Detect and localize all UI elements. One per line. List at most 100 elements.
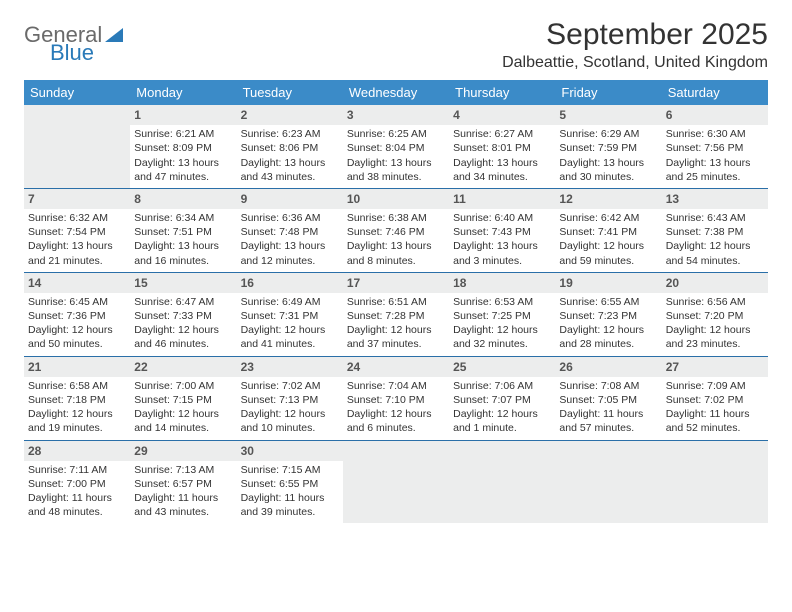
day-date: 24 [343,357,449,377]
day-sunset: Sunset: 7:05 PM [559,393,657,407]
day-sunset: Sunset: 7:41 PM [559,225,657,239]
day-sunrise: Sunrise: 6:58 AM [28,379,126,393]
day-daylight1: Daylight: 12 hours [559,323,657,337]
day-date: 4 [449,105,555,125]
day-daylight2: and 57 minutes. [559,421,657,435]
week-row: 21Sunrise: 6:58 AMSunset: 7:18 PMDayligh… [24,356,768,440]
day-daylight1: Daylight: 13 hours [347,156,445,170]
day-daylight1: Daylight: 11 hours [559,407,657,421]
day-daylight2: and 30 minutes. [559,170,657,184]
day-sunset: Sunset: 7:23 PM [559,309,657,323]
day-daylight1: Daylight: 13 hours [241,156,339,170]
day-date: 30 [237,441,343,461]
day-date: 27 [662,357,768,377]
day-daylight2: and 14 minutes. [134,421,232,435]
day-cell: 30Sunrise: 7:15 AMSunset: 6:55 PMDayligh… [237,441,343,524]
day-cell: 23Sunrise: 7:02 AMSunset: 7:13 PMDayligh… [237,357,343,440]
day-daylight2: and 46 minutes. [134,337,232,351]
day-cell: 15Sunrise: 6:47 AMSunset: 7:33 PMDayligh… [130,273,236,356]
day-sunrise: Sunrise: 6:55 AM [559,295,657,309]
day-cell: 24Sunrise: 7:04 AMSunset: 7:10 PMDayligh… [343,357,449,440]
day-date: 21 [24,357,130,377]
day-date: 15 [130,273,236,293]
day-cell: 18Sunrise: 6:53 AMSunset: 7:25 PMDayligh… [449,273,555,356]
day-sunset: Sunset: 7:10 PM [347,393,445,407]
day-daylight1: Daylight: 11 hours [28,491,126,505]
day-daylight1: Daylight: 12 hours [241,407,339,421]
day-daylight1: Daylight: 12 hours [28,323,126,337]
day-sunset: Sunset: 6:55 PM [241,477,339,491]
day-daylight1: Daylight: 13 hours [241,239,339,253]
day-daylight1: Daylight: 12 hours [28,407,126,421]
day-sunrise: Sunrise: 6:53 AM [453,295,551,309]
day-sunset: Sunset: 7:13 PM [241,393,339,407]
logo: General Blue [24,18,123,64]
day-sunrise: Sunrise: 7:09 AM [666,379,764,393]
day-daylight2: and 12 minutes. [241,254,339,268]
day-date: 3 [343,105,449,125]
day-headers-row: SundayMondayTuesdayWednesdayThursdayFrid… [24,80,768,105]
location-subtitle: Dalbeattie, Scotland, United Kingdom [502,54,768,72]
day-daylight2: and 19 minutes. [28,421,126,435]
day-daylight2: and 16 minutes. [134,254,232,268]
day-sunrise: Sunrise: 7:06 AM [453,379,551,393]
day-header: Sunday [24,80,130,105]
day-cell: 27 Sunrise: 7:09 AMSunset: 7:02 PMDayligh… [662,357,768,440]
day-date: 9 [237,189,343,209]
day-sunrise: Sunrise: 6:21 AM [134,127,232,141]
day-sunset: Sunset: 7:46 PM [347,225,445,239]
day-cell: 11Sunrise: 6:40 AMSunset: 7:43 PMDayligh… [449,189,555,272]
day-cell: 9Sunrise: 6:36 AMSunset: 7:48 PMDaylight… [237,189,343,272]
day-sunset: Sunset: 7:20 PM [666,309,764,323]
day-sunset: Sunset: 7:02 PM [666,393,764,407]
day-sunrise: Sunrise: 6:34 AM [134,211,232,225]
page-header: General Blue September 2025 Dalbeattie, … [24,18,768,72]
day-date: 10 [343,189,449,209]
day-sunset: Sunset: 8:04 PM [347,141,445,155]
day-date: 6 [662,105,768,125]
week-row: 7Sunrise: 6:32 AMSunset: 7:54 PMDaylight… [24,188,768,272]
day-header: Tuesday [237,80,343,105]
day-daylight1: Daylight: 13 hours [453,239,551,253]
day-sunset: Sunset: 8:01 PM [453,141,551,155]
day-sunrise: Sunrise: 6:36 AM [241,211,339,225]
day-date: 11 [449,189,555,209]
day-sunset: Sunset: 6:57 PM [134,477,232,491]
calendar-grid: SundayMondayTuesdayWednesdayThursdayFrid… [24,80,768,523]
day-daylight1: Daylight: 12 hours [453,407,551,421]
logo-stack: General Blue [24,24,123,64]
day-daylight2: and 39 minutes. [241,505,339,519]
day-sunrise: Sunrise: 6:32 AM [28,211,126,225]
title-block: September 2025 Dalbeattie, Scotland, Uni… [502,18,768,72]
day-daylight1: Daylight: 12 hours [347,323,445,337]
day-cell: 22Sunrise: 7:00 AMSunset: 7:15 PMDayligh… [130,357,236,440]
logo-triangle-icon [105,28,123,42]
day-daylight1: Daylight: 12 hours [559,239,657,253]
day-header: Thursday [449,80,555,105]
day-daylight2: and 41 minutes. [241,337,339,351]
day-sunrise: Sunrise: 6:23 AM [241,127,339,141]
day-daylight2: and 23 minutes. [666,337,764,351]
day-daylight1: Daylight: 11 hours [666,407,764,421]
day-sunset: Sunset: 7:07 PM [453,393,551,407]
day-cell-empty [662,441,768,524]
day-cell: 25Sunrise: 7:06 AMSunset: 7:07 PMDayligh… [449,357,555,440]
day-cell-empty [555,441,661,524]
day-daylight1: Daylight: 12 hours [134,407,232,421]
day-sunrise: Sunrise: 6:45 AM [28,295,126,309]
day-daylight1: Daylight: 11 hours [241,491,339,505]
day-sunset: Sunset: 7:36 PM [28,309,126,323]
day-daylight2: and 48 minutes. [28,505,126,519]
day-cell: 13Sunrise: 6:43 AMSunset: 7:38 PMDayligh… [662,189,768,272]
day-date: 26 [555,357,661,377]
day-cell: 14Sunrise: 6:45 AMSunset: 7:36 PMDayligh… [24,273,130,356]
day-cell-empty [449,441,555,524]
day-sunrise: Sunrise: 7:00 AM [134,379,232,393]
day-sunrise: Sunrise: 6:29 AM [559,127,657,141]
day-sunrise: Sunrise: 7:13 AM [134,463,232,477]
day-sunset: Sunset: 8:06 PM [241,141,339,155]
day-cell-empty [343,441,449,524]
day-daylight2: and 25 minutes. [666,170,764,184]
day-date: 17 [343,273,449,293]
day-daylight2: and 43 minutes. [241,170,339,184]
